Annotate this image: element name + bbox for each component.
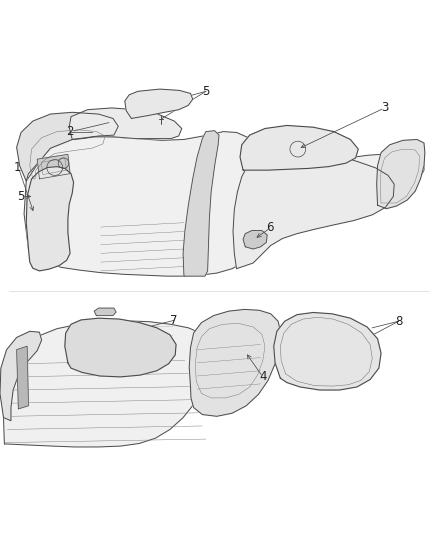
- Polygon shape: [243, 231, 267, 249]
- Polygon shape: [26, 167, 74, 271]
- Text: 4: 4: [259, 370, 267, 383]
- Text: 3: 3: [381, 101, 388, 115]
- Polygon shape: [377, 140, 425, 209]
- Polygon shape: [65, 318, 176, 377]
- Text: 2: 2: [66, 125, 74, 138]
- Polygon shape: [24, 132, 424, 276]
- Text: 7: 7: [170, 314, 178, 327]
- Text: 8: 8: [395, 315, 402, 328]
- Polygon shape: [125, 89, 193, 118]
- Polygon shape: [4, 321, 210, 447]
- Polygon shape: [69, 108, 182, 140]
- Text: 6: 6: [266, 221, 274, 235]
- Polygon shape: [240, 125, 358, 170]
- Polygon shape: [94, 308, 116, 316]
- Polygon shape: [183, 131, 219, 276]
- Polygon shape: [233, 147, 394, 269]
- Text: 5: 5: [18, 190, 25, 203]
- Text: 1: 1: [14, 161, 21, 174]
- Polygon shape: [0, 332, 42, 421]
- Text: 5: 5: [202, 85, 209, 98]
- Polygon shape: [37, 155, 70, 179]
- Polygon shape: [17, 346, 28, 409]
- Polygon shape: [17, 112, 118, 181]
- Polygon shape: [274, 312, 381, 390]
- Polygon shape: [189, 310, 280, 416]
